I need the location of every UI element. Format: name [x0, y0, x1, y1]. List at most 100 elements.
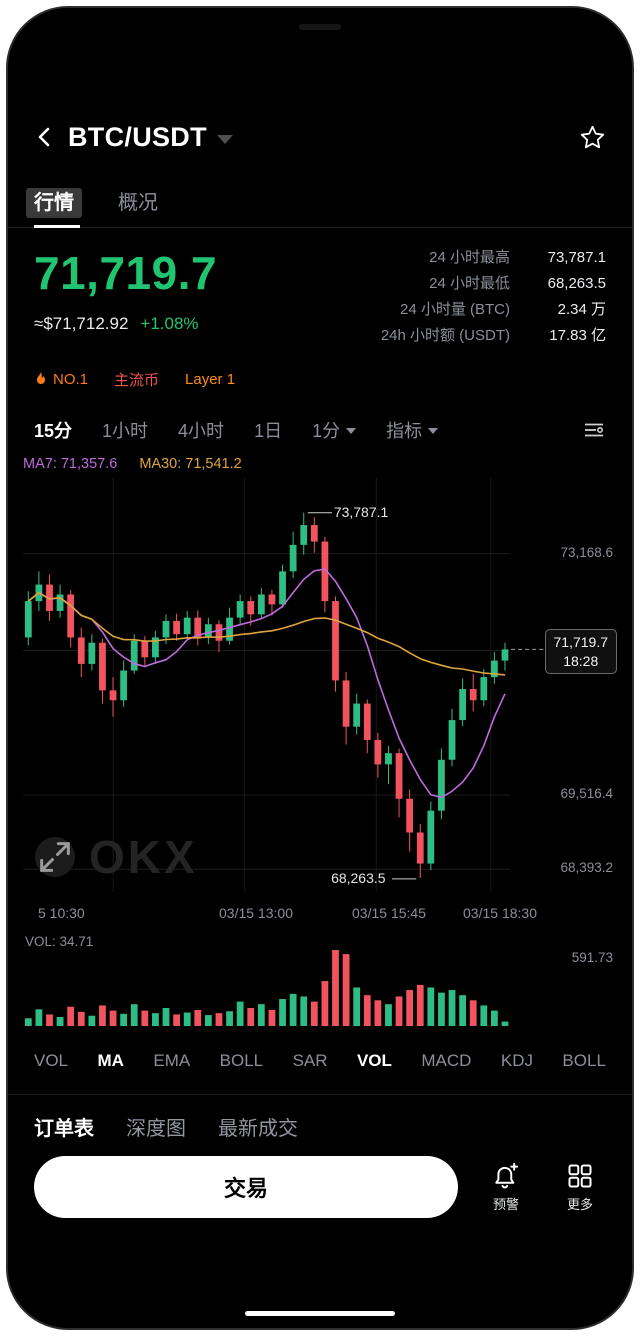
- tag-rank[interactable]: NO.1: [34, 371, 88, 388]
- x-axis-label: 5 10:30: [38, 905, 85, 921]
- indicator-boll2[interactable]: BOLL: [562, 1051, 606, 1070]
- more-label: 更多: [566, 1196, 593, 1212]
- y-axis-label: 69,516.4: [560, 786, 613, 802]
- tab-depth-chart[interactable]: 深度图: [126, 1118, 186, 1140]
- expand-arrows-icon: [40, 842, 70, 872]
- bottom-action-bar: 交易 预警 更多: [8, 1156, 632, 1218]
- tab-quotes[interactable]: 行情: [26, 180, 82, 228]
- tab-quotes-label: 行情: [26, 188, 82, 218]
- tag-category[interactable]: 主流币: [114, 371, 160, 389]
- fiat-price: ≈$71,712.92: [34, 314, 129, 333]
- stat-high: 24 小时最高 73,787.1: [381, 250, 606, 265]
- last-price-tag-time: 18:28: [563, 652, 599, 669]
- volume-pane[interactable]: VOL: 34.71 591.73: [23, 930, 617, 1036]
- caret-down-icon: [346, 428, 357, 434]
- page-title: BTC/USDT: [68, 121, 207, 152]
- pair-selector[interactable]: BTC/USDT: [68, 122, 572, 153]
- stat-value: 68,263.5: [547, 275, 606, 292]
- x-axis-label: 03/15 15:45: [352, 905, 426, 921]
- y-axis-label: 68,393.2: [560, 860, 613, 876]
- indicator-vol[interactable]: VOL: [356, 1051, 392, 1070]
- stat-value: 17.83 亿: [549, 327, 606, 344]
- low-annotation: 68,263.5: [331, 869, 386, 886]
- tab-recent-trades[interactable]: 最新成交: [218, 1118, 298, 1140]
- timeframe-dropdown[interactable]: 1分: [312, 417, 357, 443]
- flame-icon: [37, 371, 45, 384]
- timeframe-dropdown-label: 1分: [312, 421, 341, 441]
- timeframe-1h[interactable]: 1小时: [102, 421, 149, 441]
- app-screen: BTC/USDT 行情 概况 71,719.7 ≈$71,712.92 +1.0…: [8, 8, 632, 1328]
- timeframe-15m[interactable]: 15分: [34, 421, 73, 441]
- indicator-dropdown-label: 指标: [386, 421, 423, 441]
- stat-value: 73,787.1: [547, 249, 606, 266]
- last-price: 71,719.7: [34, 247, 218, 299]
- ma-legend: MA7: 71,357.6 MA30: 71,541.2: [8, 456, 632, 478]
- tag-layer[interactable]: Layer 1: [185, 370, 236, 388]
- tab-overview[interactable]: 概况: [118, 180, 158, 227]
- indicator-boll[interactable]: BOLL: [219, 1051, 264, 1070]
- indicator-kdj[interactable]: KDJ: [500, 1051, 533, 1070]
- indicator-dropdown[interactable]: 指标: [386, 417, 439, 443]
- candlestick-svg: [23, 478, 617, 892]
- indicator-ema[interactable]: EMA: [153, 1051, 191, 1070]
- last-price-tag-value: 71,719.7: [553, 634, 609, 651]
- chart-section: 73,168.6 71,702.8 69,516.4 68,393.2 73,7…: [8, 478, 632, 928]
- ma7-label: MA7: 71,357.6: [23, 456, 118, 472]
- alert-label: 预警: [492, 1196, 519, 1212]
- header: BTC/USDT: [8, 112, 632, 162]
- stat-label: 24h 小时额 (USDT): [380, 327, 510, 344]
- top-tabs: 行情 概况: [8, 180, 632, 228]
- order-tabs: 订单表 深度图 最新成交: [8, 1094, 632, 1144]
- trade-button[interactable]: 交易: [34, 1156, 458, 1218]
- indicator-vol-overlay[interactable]: VOL: [34, 1051, 69, 1070]
- stat-volume-btc: 24 小时量 (BTC) 2.34 万: [381, 302, 606, 317]
- chevron-left-icon: [38, 127, 50, 147]
- tab-order-book[interactable]: 订单表: [34, 1118, 94, 1140]
- stat-value: 2.34 万: [557, 301, 606, 318]
- x-axis-label: 03/15 13:00: [219, 905, 293, 921]
- high-annotation: 73,787.1: [333, 503, 389, 520]
- tags-row: NO.1 主流币 Layer 1: [8, 366, 632, 392]
- stat-label: 24 小时最低: [429, 275, 510, 292]
- bell-plus-icon: [495, 1162, 519, 1188]
- timeframe-4h[interactable]: 4小时: [178, 421, 225, 441]
- grid-icon: [568, 1164, 592, 1187]
- indicator-sar[interactable]: SAR: [292, 1051, 328, 1070]
- x-axis: 5 10:30 03/15 13:00 03/15 15:45 03/15 18…: [38, 902, 602, 928]
- volume-label: VOL: 34.71: [25, 934, 94, 949]
- price-block: 71,719.7 ≈$71,712.92 +1.08%: [34, 246, 217, 352]
- favorite-button[interactable]: [572, 120, 606, 154]
- timeframe-toolbar: 15分 1小时 4小时 1日 1分 指标: [8, 412, 632, 448]
- tag-rank-label: NO.1: [53, 370, 89, 388]
- home-indicator[interactable]: [245, 1311, 395, 1316]
- indicator-bar: VOL MA EMA BOLL SAR VOL MACD KDJ BOLL: [8, 1042, 632, 1080]
- more-button[interactable]: 更多: [554, 1162, 606, 1213]
- candlestick-chart[interactable]: 73,168.6 71,702.8 69,516.4 68,393.2 73,7…: [23, 478, 617, 902]
- indicator-settings-icon[interactable]: [582, 418, 606, 442]
- earpiece: [299, 24, 341, 30]
- expand-chart-button[interactable]: [35, 837, 75, 877]
- stats-block: 24 小时最高 73,787.1 24 小时最低 68,263.5 24 小时量 (…: [381, 246, 606, 352]
- volume-max-label: 591.73: [571, 950, 613, 965]
- okx-watermark: OKX: [89, 831, 198, 883]
- indicator-ma[interactable]: MA: [97, 1051, 124, 1070]
- phone-frame: BTC/USDT 行情 概况 71,719.7 ≈$71,712.92 +1.0…: [6, 6, 634, 1330]
- timeframe-1d[interactable]: 1日: [254, 421, 283, 441]
- tab-overview-label: 概况: [118, 192, 158, 214]
- volume-svg: [24, 950, 509, 1026]
- ma30-label: MA30: 71,541.2: [139, 456, 242, 472]
- x-axis-label: 03/15 18:30: [463, 905, 537, 921]
- stat-low: 24 小时最低 68,263.5: [381, 276, 606, 291]
- price-section: 71,719.7 ≈$71,712.92 +1.08% 24 小时最高 73,78…: [8, 246, 632, 352]
- star-icon: [580, 125, 605, 148]
- last-price-tag: 71,719.7 18:28: [544, 629, 617, 674]
- alert-button[interactable]: 预警: [480, 1162, 532, 1213]
- stat-label: 24 小时量 (BTC): [399, 301, 510, 318]
- stat-label: 24 小时最高: [429, 249, 510, 266]
- y-axis-label: 73,168.6: [560, 544, 613, 560]
- caret-down-icon: [428, 428, 439, 434]
- back-button[interactable]: [34, 120, 68, 154]
- indicator-macd[interactable]: MACD: [421, 1051, 472, 1070]
- stat-turnover-usdt: 24h 小时额 (USDT) 17.83 亿: [381, 328, 606, 343]
- caret-down-icon: [216, 134, 233, 144]
